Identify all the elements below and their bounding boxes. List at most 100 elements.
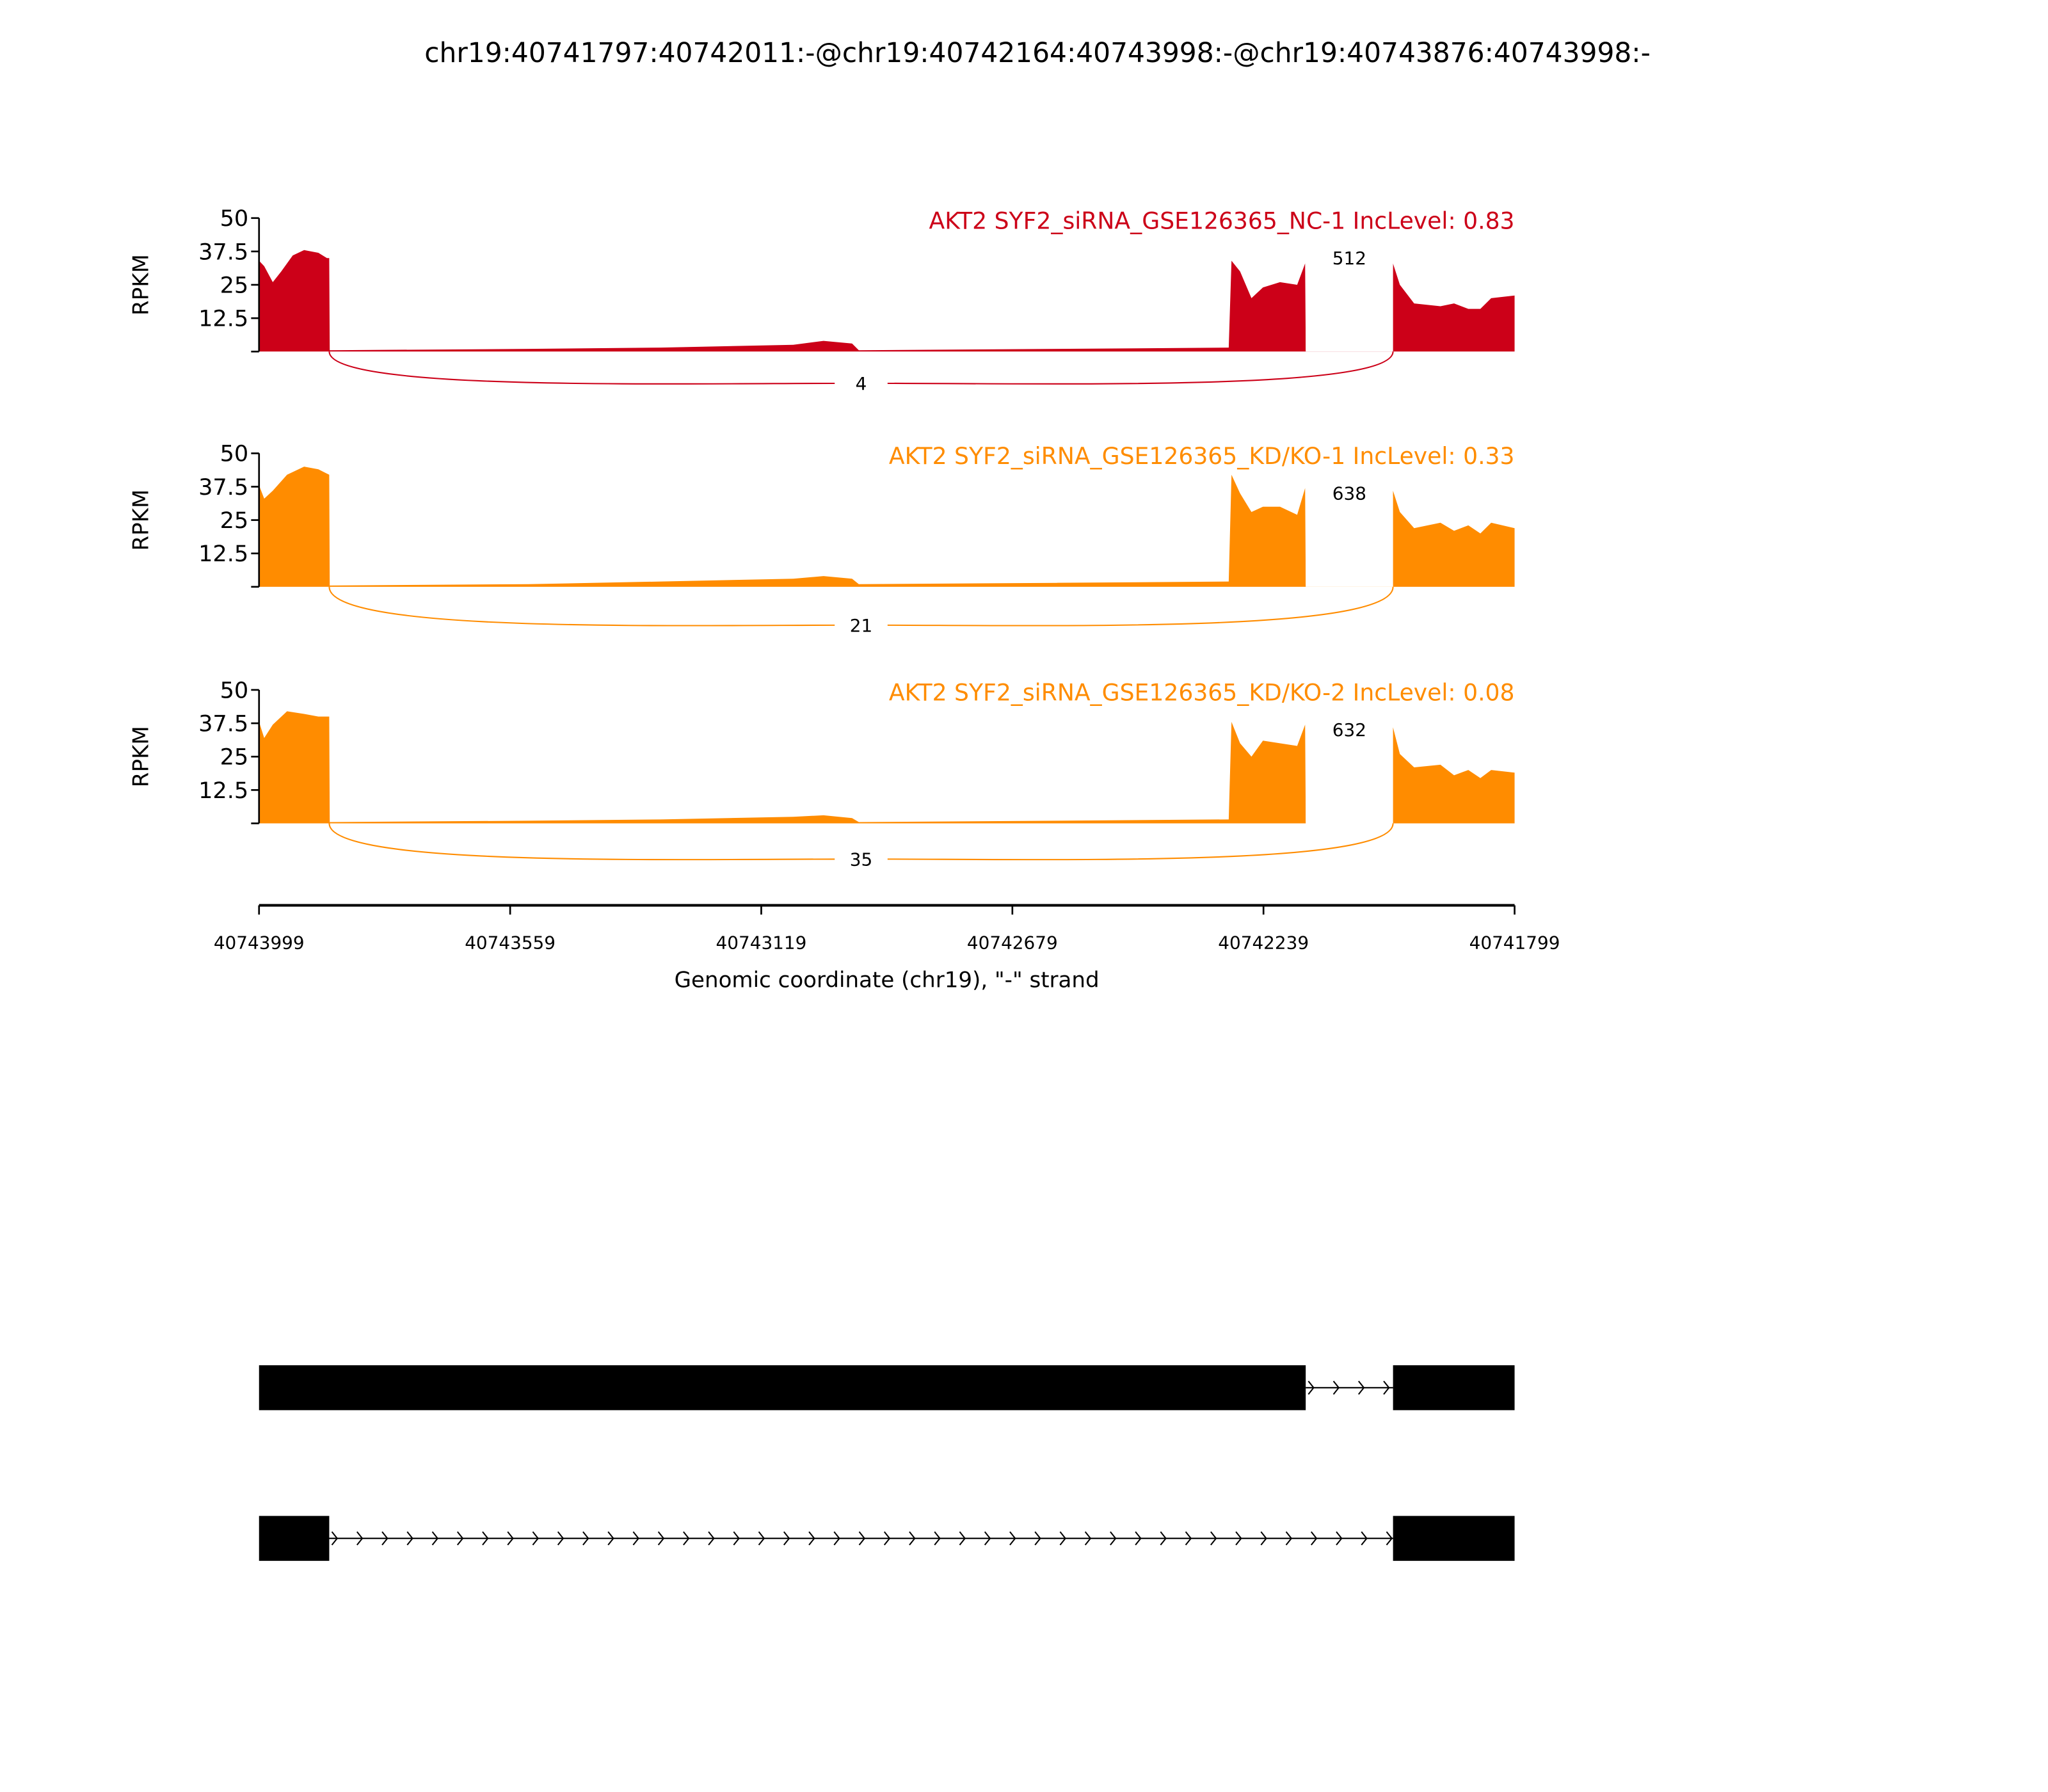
strand-chevron-icon bbox=[1260, 1531, 1267, 1546]
coverage-area bbox=[259, 467, 1515, 587]
junction-label-bg bbox=[835, 847, 888, 871]
strand-chevron-icon bbox=[984, 1531, 991, 1546]
strand-chevron-icon bbox=[1357, 1380, 1365, 1395]
junction-count: 35 bbox=[850, 849, 872, 870]
sample-panel: 50 37.5 25 12.5 RPKM AKT2 SYF2_siRNA_GSE12636… bbox=[128, 205, 1515, 396]
strand-chevron-icon bbox=[1034, 1531, 1041, 1546]
strand-chevron-icon bbox=[607, 1531, 614, 1546]
x-tick-label: 40742239 bbox=[1218, 932, 1309, 954]
junction-label-bg bbox=[1328, 482, 1371, 504]
strand-chevron-icon bbox=[632, 1531, 639, 1546]
strand-chevron-icon bbox=[808, 1531, 815, 1546]
coverage-area bbox=[259, 250, 1515, 352]
strand-chevron-icon bbox=[1308, 1380, 1315, 1395]
strand-chevron-icon bbox=[733, 1531, 740, 1546]
sample-label: AKT2 SYF2_siRNA_GSE126365_KD/KO-2 IncLev… bbox=[889, 678, 1515, 706]
strand-chevron-icon bbox=[1285, 1531, 1293, 1546]
junction-label-bg bbox=[1328, 719, 1371, 740]
strand-chevron-icon bbox=[1160, 1531, 1167, 1546]
junction-count: 21 bbox=[850, 615, 872, 636]
strand-chevron-icon bbox=[1336, 1531, 1343, 1546]
strand-chevron-icon bbox=[557, 1531, 564, 1546]
strand-chevron-icon bbox=[1135, 1531, 1142, 1546]
y-tick-label: 50 bbox=[220, 677, 249, 703]
strand-chevron-icon bbox=[833, 1531, 840, 1546]
strand-chevron-icon bbox=[1310, 1531, 1318, 1546]
x-tick-label: 40743559 bbox=[465, 932, 556, 954]
y-tick-label: 25 bbox=[220, 272, 249, 298]
y-tick-label: 12.5 bbox=[198, 541, 248, 567]
y-tick-label: 12.5 bbox=[198, 778, 248, 804]
strand-chevron-icon bbox=[858, 1531, 866, 1546]
strand-chevron-icon bbox=[1059, 1531, 1066, 1546]
strand-chevron-icon bbox=[482, 1531, 489, 1546]
sample-label: AKT2 SYF2_siRNA_GSE126365_KD/KO-1 IncLev… bbox=[889, 442, 1515, 470]
x-tick-label: 40741799 bbox=[1469, 932, 1560, 954]
strand-chevron-icon bbox=[532, 1531, 540, 1546]
junction-arc-top bbox=[1306, 720, 1393, 824]
junction-arc-top bbox=[1306, 248, 1393, 352]
y-tick-label: 12.5 bbox=[198, 306, 248, 332]
strand-chevron-icon bbox=[758, 1531, 765, 1546]
chart-title: chr19:40741797:40742011:-@chr19:40742164… bbox=[424, 37, 1651, 68]
exon-block bbox=[259, 1365, 1306, 1411]
exon-block bbox=[1393, 1365, 1515, 1411]
junction-arc-top bbox=[1306, 483, 1393, 587]
strand-chevron-icon bbox=[708, 1531, 715, 1546]
sample-panel: 50 37.5 25 12.5 RPKM AKT2 SYF2_siRNA_GSE12636… bbox=[128, 677, 1515, 871]
y-axis-label: RPKM bbox=[128, 254, 154, 316]
junction-count: 512 bbox=[1332, 248, 1366, 269]
y-axis-label: RPKM bbox=[128, 726, 154, 787]
strand-chevron-icon bbox=[883, 1531, 891, 1546]
strand-chevron-icon bbox=[1235, 1531, 1242, 1546]
strand-chevron-icon bbox=[1185, 1531, 1192, 1546]
y-tick-label: 50 bbox=[220, 205, 249, 232]
strand-chevron-icon bbox=[582, 1531, 589, 1546]
y-tick-label: 37.5 bbox=[198, 239, 248, 265]
x-axis-label: Genomic coordinate (chr19), "-" strand bbox=[675, 968, 1100, 993]
y-tick-label: 37.5 bbox=[198, 710, 248, 737]
strand-chevron-icon bbox=[1084, 1531, 1092, 1546]
strand-chevron-icon bbox=[406, 1531, 413, 1546]
strand-chevron-icon bbox=[381, 1531, 388, 1546]
coverage-area bbox=[259, 711, 1515, 824]
x-tick-label: 40743999 bbox=[214, 932, 305, 954]
strand-chevron-icon bbox=[1009, 1531, 1016, 1546]
transcript-models bbox=[259, 1365, 1515, 1561]
junction-count: 638 bbox=[1332, 483, 1366, 504]
strand-chevron-icon bbox=[1332, 1380, 1340, 1395]
junction-count: 4 bbox=[856, 373, 867, 394]
y-axis-label: RPKM bbox=[128, 490, 154, 551]
strand-chevron-icon bbox=[1383, 1380, 1390, 1395]
junction-label-bg bbox=[835, 613, 888, 637]
strand-chevron-icon bbox=[934, 1531, 941, 1546]
y-tick-label: 25 bbox=[220, 744, 249, 771]
strand-chevron-icon bbox=[331, 1531, 339, 1546]
strand-chevron-icon bbox=[683, 1531, 690, 1546]
strand-chevron-icon bbox=[1386, 1531, 1393, 1546]
junction-count: 632 bbox=[1332, 719, 1366, 740]
y-tick-label: 37.5 bbox=[198, 474, 248, 500]
x-axis: 40743999 40743559 40743119 40742679 40742239… bbox=[214, 904, 1560, 954]
strand-chevron-icon bbox=[1361, 1531, 1368, 1546]
transcript-model bbox=[259, 1516, 1515, 1561]
transcript-model bbox=[259, 1365, 1515, 1411]
strand-chevron-icon bbox=[959, 1531, 966, 1546]
exon-block bbox=[259, 1516, 330, 1561]
strand-chevron-icon bbox=[1110, 1531, 1117, 1546]
junction-label-bg bbox=[1328, 247, 1371, 269]
y-tick-label: 50 bbox=[220, 441, 249, 467]
strand-chevron-icon bbox=[1210, 1531, 1217, 1546]
strand-chevron-icon bbox=[356, 1531, 364, 1546]
x-tick-label: 40742679 bbox=[967, 932, 1058, 954]
junction-label-bg bbox=[835, 371, 888, 396]
strand-chevron-icon bbox=[783, 1531, 790, 1546]
y-tick-label: 25 bbox=[220, 508, 249, 534]
strand-chevron-icon bbox=[909, 1531, 916, 1546]
strand-chevron-icon bbox=[507, 1531, 514, 1546]
x-tick-label: 40743119 bbox=[716, 932, 807, 954]
sample-label: AKT2 SYF2_siRNA_GSE126365_NC-1 IncLevel:… bbox=[929, 207, 1515, 234]
strand-chevron-icon bbox=[431, 1531, 439, 1546]
exon-block bbox=[1393, 1516, 1515, 1561]
